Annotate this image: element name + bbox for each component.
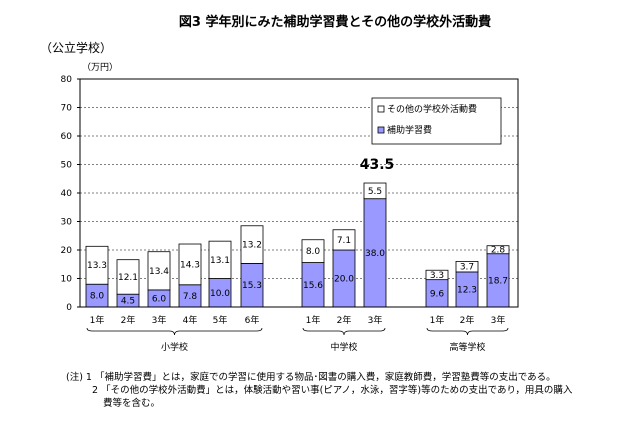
total-annotation: 43.5 [360, 157, 395, 173]
data-label-hojo: 12.3 [457, 285, 477, 295]
data-label-other: 3.7 [460, 263, 474, 273]
legend-swatch-hojo [377, 126, 385, 134]
x-tick-label: 2年 [121, 314, 136, 326]
bar-segment-other [363, 182, 387, 200]
group-label: 高等学校 [449, 341, 485, 353]
y-axis-label: （万円） [82, 62, 118, 73]
legend-label-other: その他の学校外活動費 [387, 103, 477, 115]
x-tick-label: 6年 [245, 314, 260, 326]
bar-segment-other [486, 245, 510, 255]
footnotes: (注) 1 「補助学習費」とは，家庭での学習に使用する物品･図書の購入費，家庭教… [66, 371, 622, 410]
data-label-hojo: 20.0 [334, 275, 354, 285]
y-tick-label: 60 [61, 132, 73, 142]
x-tick-label: 3年 [491, 314, 506, 326]
data-label-other: 13.3 [87, 261, 107, 271]
footnote-2: 2 「その他の学校外活動費」とは，体験活動や習い事(ピアノ，水泳，習字等)等のた… [92, 385, 573, 396]
x-axis-ticks: 1年 2年 3年 4年 5年 6年 1年 2年 3年 1年 2年 3年 [90, 314, 506, 326]
y-tick-label: 30 [61, 218, 73, 228]
group-label: 中学校 [330, 341, 357, 353]
group-brace [302, 327, 386, 336]
footnote-2-cont: 費等を含む。 [103, 398, 161, 409]
x-tick-label: 5年 [213, 314, 228, 326]
y-tick-label: 20 [61, 246, 73, 256]
y-tick-label: 50 [61, 161, 73, 171]
legend-label-hojo: 補助学習費 [387, 124, 432, 136]
bar-segment-other [85, 245, 109, 285]
bar-segment-other [332, 229, 356, 251]
data-label-hojo: 18.7 [488, 276, 508, 286]
y-tick-label: 40 [61, 189, 73, 199]
group-brace [86, 327, 263, 336]
legend-box [371, 97, 502, 145]
data-label-other: 3.3 [430, 271, 444, 281]
data-label-other: 5.5 [368, 187, 382, 197]
data-label-other: 12.1 [118, 273, 138, 283]
data-label-hojo: 9.6 [430, 289, 445, 299]
y-tick-label: 10 [61, 275, 73, 285]
group-brace [426, 327, 509, 336]
data-label-other: 13.1 [210, 256, 230, 266]
x-tick-label: 2年 [460, 314, 475, 326]
x-tick-label: 1年 [90, 314, 105, 326]
data-label-other: 13.4 [149, 267, 169, 277]
y-axis-ticks: 0 10 20 30 40 50 60 70 80 [61, 75, 80, 313]
bar-segment-other [425, 269, 449, 281]
data-label-other: 8.0 [306, 247, 321, 257]
data-label-other: 14.3 [180, 260, 200, 270]
plot-frame [79, 78, 519, 308]
bar-segment-other [301, 239, 325, 263]
chart: 図3 学年別にみた補助学習費とその他の学校外活動費 （公立学校） （万円） 0 1… [40, 14, 519, 353]
data-label-hojo: 8.0 [90, 292, 105, 302]
bar-segment-other [178, 243, 202, 286]
data-label-hojo: 15.3 [242, 281, 262, 291]
bar-segment-other [240, 225, 264, 264]
data-label-hojo: 38.0 [365, 249, 385, 259]
bars: 8.0 13.3 4.5 12.1 6.0 13.4 7.8 14.3 10.0 13.1 15.3… [85, 157, 510, 308]
x-tick-label: 2年 [337, 314, 352, 326]
x-tick-label: 4年 [183, 314, 198, 326]
legend-swatch-other [377, 105, 385, 113]
chart-title: 図3 学年別にみた補助学習費とその他の学校外活動費 [179, 14, 491, 30]
group-label: 小学校 [161, 341, 188, 353]
x-tick-label: 1年 [430, 314, 445, 326]
data-label-other: 7.1 [337, 236, 351, 246]
data-label-other: 13.2 [242, 241, 262, 251]
x-tick-label: 3年 [152, 314, 167, 326]
x-tick-label: 3年 [368, 314, 383, 326]
bar-segment-other [147, 251, 171, 291]
bar-segment-other [116, 259, 140, 295]
bar-segment-other [455, 260, 479, 273]
footnote-1: (注) 1 「補助学習費」とは，家庭での学習に使用する物品･図書の購入費，家庭教… [66, 372, 556, 383]
bar-segment-other [208, 240, 232, 279]
y-tick-label: 0 [66, 303, 72, 313]
data-label-hojo: 10.0 [210, 289, 230, 299]
data-label-hojo: 7.8 [183, 292, 198, 302]
y-tick-label: 70 [61, 104, 73, 114]
group-labels: 小学校 中学校 高等学校 [86, 327, 509, 353]
y-tick-label: 80 [61, 75, 73, 85]
data-label-hojo: 4.5 [121, 297, 135, 307]
x-tick-label: 1年 [306, 314, 321, 326]
data-label-hojo: 6.0 [152, 294, 167, 304]
data-label-other: 2.8 [491, 246, 506, 256]
chart-subtitle: （公立学校） [40, 40, 112, 55]
data-label-hojo: 15.6 [303, 281, 323, 291]
